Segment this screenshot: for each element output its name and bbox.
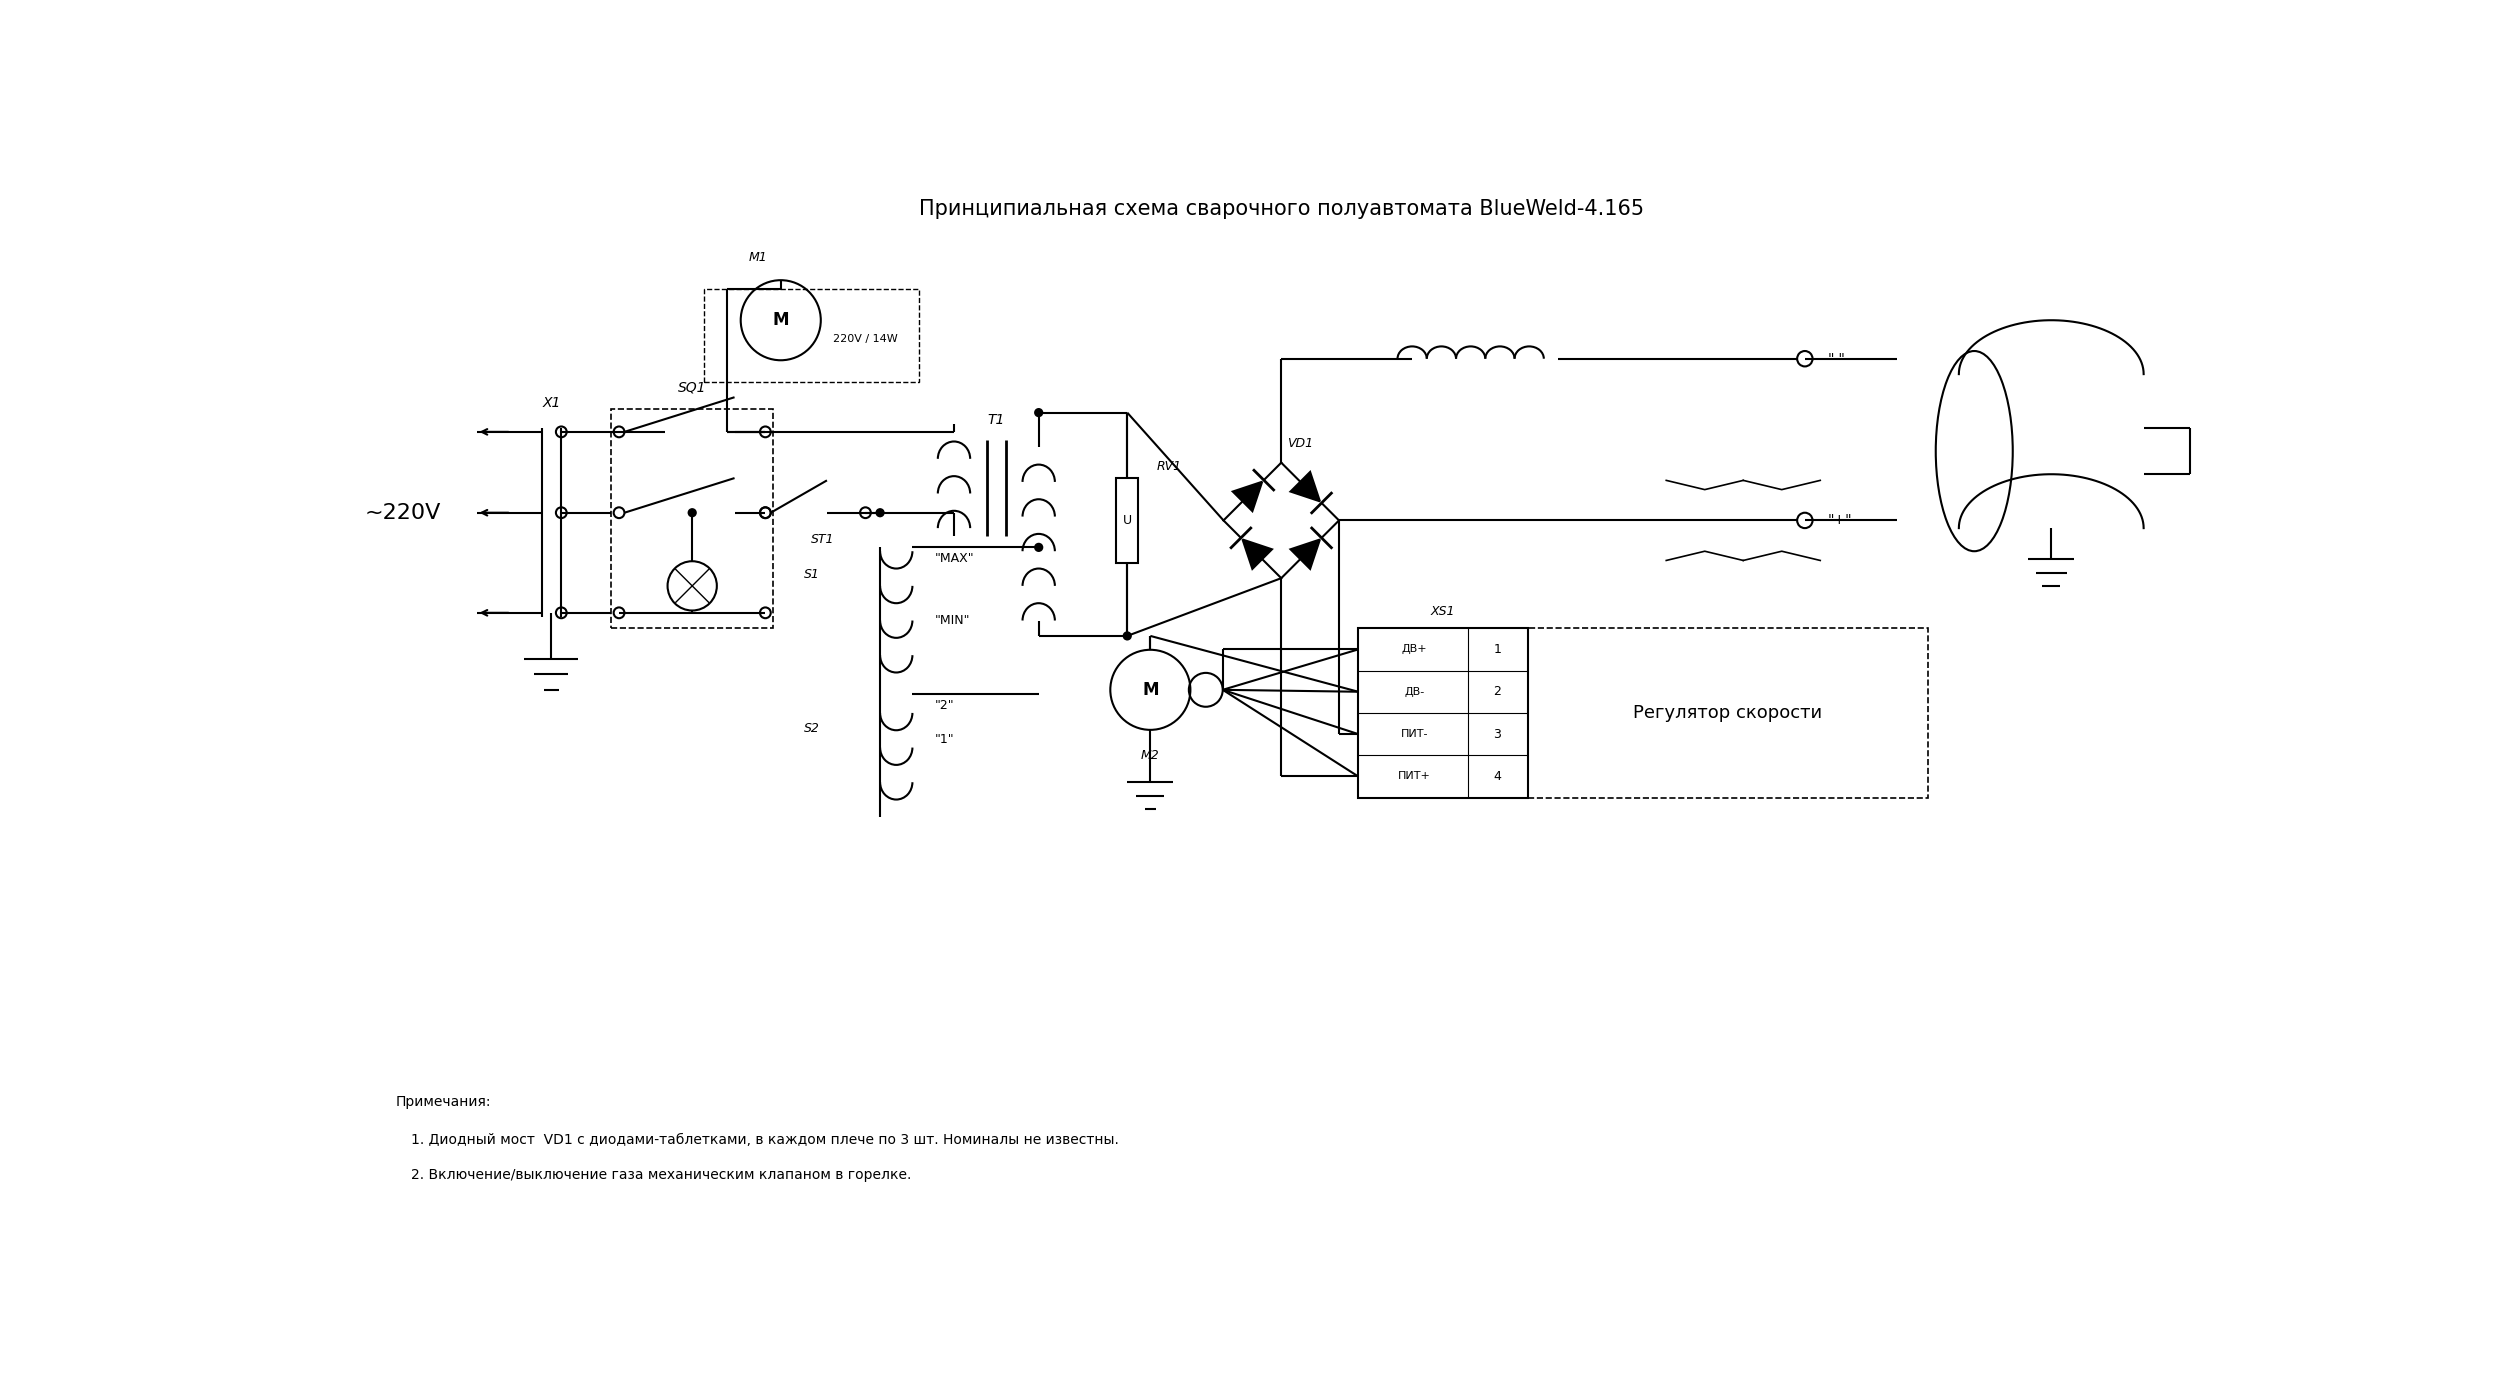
- Text: X1: X1: [542, 396, 560, 410]
- Text: ST1: ST1: [812, 533, 835, 547]
- Text: T1: T1: [988, 414, 1005, 428]
- Text: "MIN": "MIN": [935, 614, 970, 628]
- Circle shape: [1035, 408, 1042, 417]
- Circle shape: [875, 507, 885, 517]
- Text: 4: 4: [1492, 770, 1500, 783]
- Text: "-": "-": [1828, 352, 1845, 366]
- Text: Принципиальная схема сварочного полуавтомата BlueWeld-4.165: Принципиальная схема сварочного полуавто…: [918, 199, 1645, 218]
- Bar: [1358, 628, 1528, 798]
- Bar: [1528, 628, 1928, 798]
- Text: ДВ-: ДВ-: [1405, 686, 1425, 696]
- Text: S1: S1: [802, 568, 820, 580]
- Bar: [705, 289, 920, 382]
- Text: 2. Включение/выключение газа механическим клапаном в горелке.: 2. Включение/выключение газа механически…: [410, 1167, 912, 1181]
- Bar: [612, 408, 772, 628]
- Text: 1. Диодный мост  VD1 с диодами-таблетками, в каждом плече по 3 шт. Номиналы не и: 1. Диодный мост VD1 с диодами-таблетками…: [410, 1134, 1120, 1148]
- Circle shape: [1035, 542, 1042, 552]
- Text: ПИТ+: ПИТ+: [1398, 772, 1430, 781]
- Text: M2: M2: [1140, 749, 1160, 762]
- Text: VD1: VD1: [1288, 438, 1312, 450]
- Text: "MAX": "MAX": [935, 552, 975, 565]
- Text: S2: S2: [802, 721, 820, 735]
- Polygon shape: [1290, 540, 1320, 569]
- Text: M: M: [772, 312, 790, 329]
- Text: ДВ+: ДВ+: [1403, 644, 1428, 654]
- Text: 3: 3: [1492, 727, 1500, 741]
- Polygon shape: [1290, 473, 1320, 502]
- Polygon shape: [1242, 540, 1272, 569]
- Text: RV1: RV1: [1158, 460, 1182, 473]
- Polygon shape: [1232, 482, 1262, 512]
- Text: 220V / 14W: 220V / 14W: [832, 334, 897, 344]
- Circle shape: [688, 507, 698, 517]
- Bar: [1118, 478, 1138, 563]
- Text: "1": "1": [935, 734, 955, 747]
- Text: "2": "2": [935, 699, 955, 712]
- Text: ПИТ-: ПИТ-: [1400, 730, 1428, 740]
- Text: XS1: XS1: [1430, 605, 1455, 618]
- Text: U: U: [1122, 514, 1132, 527]
- Text: M1: M1: [748, 250, 768, 264]
- Circle shape: [1122, 632, 1132, 640]
- Text: 2: 2: [1492, 685, 1500, 698]
- Text: Примечания:: Примечания:: [395, 1095, 490, 1109]
- Text: M: M: [1142, 681, 1158, 699]
- Text: "+": "+": [1828, 513, 1852, 527]
- Text: SQ1: SQ1: [678, 380, 707, 394]
- Text: ~220V: ~220V: [365, 503, 442, 523]
- Text: Регулятор скорости: Регулятор скорости: [1632, 705, 1822, 721]
- Text: 1: 1: [1492, 643, 1500, 656]
